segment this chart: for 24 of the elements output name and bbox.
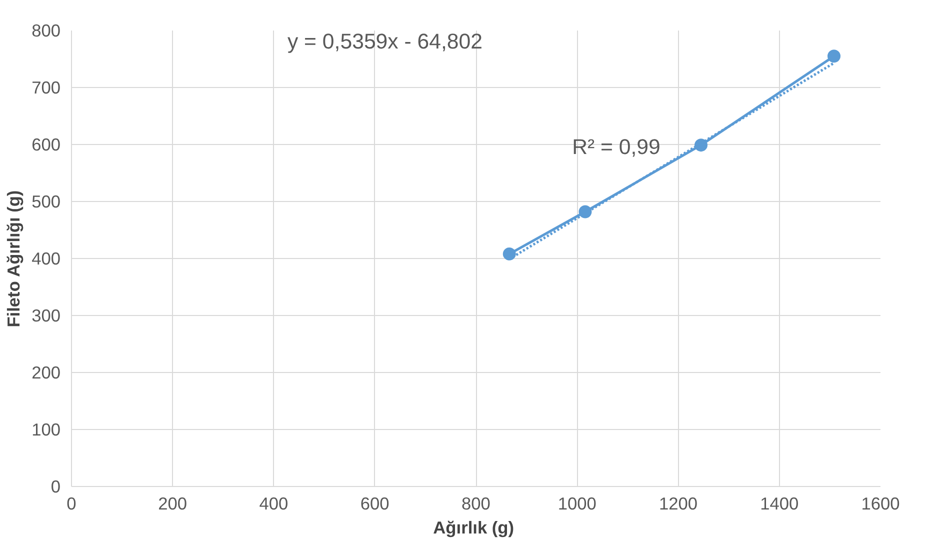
x-tick-label: 400 bbox=[259, 494, 288, 514]
y-tick-label: 800 bbox=[32, 20, 61, 40]
y-tick-label: 200 bbox=[32, 362, 61, 382]
y-tick-label: 400 bbox=[32, 248, 61, 268]
x-tick-label: 800 bbox=[462, 494, 490, 514]
y-tick-label: 500 bbox=[32, 192, 61, 212]
y-tick-label: 700 bbox=[32, 78, 61, 98]
x-tick-label: 1600 bbox=[861, 494, 900, 514]
y-axis-title: Fileto Ağırlığı (g) bbox=[4, 190, 24, 328]
y-tick-label: 300 bbox=[32, 306, 61, 326]
point bbox=[502, 247, 516, 260]
x-axis-title: Ağırlık (g) bbox=[433, 518, 514, 538]
y-tick-label: 0 bbox=[50, 476, 61, 496]
x-tick-label: 1000 bbox=[558, 494, 596, 514]
y-tick-label: 600 bbox=[32, 134, 61, 154]
annotation: y = 0,5359x - 64,802 bbox=[287, 29, 483, 54]
x-tick-label: 1200 bbox=[658, 494, 698, 514]
x-tick-label: 0 bbox=[66, 494, 76, 514]
y-tick-label: 100 bbox=[32, 420, 61, 440]
point bbox=[827, 50, 840, 63]
x-tick-label: 600 bbox=[360, 494, 390, 514]
x-tick-label: 200 bbox=[158, 494, 188, 514]
annotation: R² = 0,99 bbox=[572, 134, 660, 159]
x-tick-label: 1400 bbox=[760, 494, 799, 514]
